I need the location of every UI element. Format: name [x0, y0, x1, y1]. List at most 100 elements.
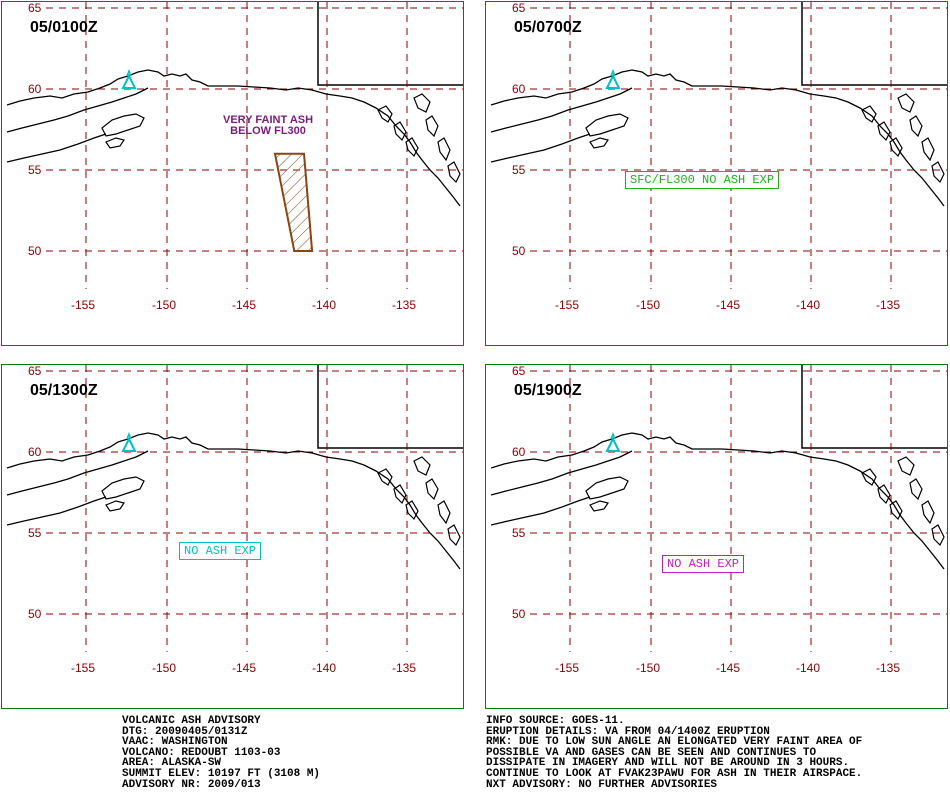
coastline	[490, 496, 591, 526]
longitude-label: -135	[392, 298, 416, 312]
advisory-line: INFO SOURCE: GOES-11.	[486, 715, 625, 727]
longitude-label: -145	[716, 661, 740, 675]
latitude-label: 60	[512, 82, 526, 96]
latitude-label: 55	[512, 526, 526, 540]
longitude-label: -140	[796, 661, 820, 675]
latitude-label: 50	[28, 607, 42, 621]
longitude-label: -150	[152, 298, 176, 312]
latitude-label: 55	[512, 163, 526, 177]
island	[437, 137, 451, 162]
island	[921, 500, 935, 525]
advisory-line: POSSIBLE VA AND GASES CAN BE SEEN AND CO…	[486, 746, 817, 759]
advisory-line: DTG: 20090405/0131Z	[122, 725, 248, 738]
coastline	[490, 432, 945, 570]
forecast-stamp: SFC/FL300 NO ASH EXP	[625, 171, 780, 189]
latitude-label: 55	[28, 526, 42, 540]
advisory-line: DISSIPATE IN IMAGERY AND WILL NOT BE ARO…	[486, 757, 850, 770]
latitude-label: 65	[28, 365, 42, 378]
island	[105, 500, 125, 512]
advisory-line: VOLCANO: REDOUBT 1103-03	[122, 746, 281, 759]
island	[425, 115, 439, 138]
longitude-label: -140	[796, 298, 820, 312]
advisory-line: RMK: DUE TO LOW SUN ANGLE AN ELONGATED V…	[486, 736, 863, 749]
island	[447, 161, 461, 184]
volcano-icon	[121, 431, 137, 452]
advisory-line: VAAC: WASHINGTON	[122, 736, 228, 749]
advisory-line: ERUPTION DETAILS: VA FROM 04/1400Z ERUPT…	[486, 725, 770, 738]
longitude-label: -155	[71, 661, 95, 675]
advisory-line: ADVISORY NR: 2009/013	[122, 778, 261, 791]
advisory-remarks-block: INFO SOURCE: GOES-11. ERUPTION DETAILS: …	[486, 716, 862, 790]
island	[447, 524, 461, 547]
island	[393, 121, 407, 142]
longitude-label: -140	[312, 661, 336, 675]
island	[861, 105, 877, 123]
island	[861, 468, 877, 486]
longitude-label: -155	[555, 661, 579, 675]
map-canvas: 65 60 55 50 -155 -150 -145 -140 -135	[6, 2, 463, 312]
coastline	[6, 496, 107, 526]
latitude-label: 50	[512, 244, 526, 258]
ash-note-line-2: BELOW FL300	[230, 125, 306, 137]
border-line	[317, 2, 463, 86]
coastline	[6, 69, 461, 207]
island	[377, 468, 393, 486]
longitude-label: -150	[636, 298, 660, 312]
latitude-label: 65	[512, 2, 526, 15]
border-line	[317, 365, 463, 449]
advisory-line: SUMMIT ELEV: 10197 FT (3108 M)	[122, 767, 321, 780]
coastline	[6, 133, 107, 163]
ash-cloud-polygon	[273, 152, 314, 252]
volcano-icon	[121, 68, 137, 89]
island	[405, 137, 419, 158]
coastline	[490, 87, 633, 133]
longitude-label: -135	[392, 661, 416, 675]
volcano-icon	[605, 68, 621, 89]
coastline	[6, 450, 149, 496]
advisory-line: VOLCANIC ASH ADVISORY	[122, 715, 261, 727]
island	[413, 93, 431, 113]
panel-time-label: 05/0700Z	[514, 19, 582, 36]
longitude-label: -135	[876, 298, 900, 312]
longitude-label: -145	[232, 661, 256, 675]
longitude-label: -145	[232, 298, 256, 312]
island	[921, 137, 935, 162]
latitude-label: 50	[28, 244, 42, 258]
island	[405, 500, 419, 521]
longitude-label: -135	[876, 661, 900, 675]
volcano-icon	[605, 431, 621, 452]
latitude-label: 60	[28, 82, 42, 96]
island	[897, 93, 915, 113]
island	[585, 476, 629, 500]
map-canvas: 65 60 55 50 -155 -150 -145 -140 -135	[6, 365, 463, 675]
island	[101, 476, 145, 500]
coastline	[490, 450, 633, 496]
island	[437, 500, 451, 525]
island	[909, 478, 923, 501]
map-canvas: 65 60 55 50 -155 -150 -145 -140 -135	[490, 365, 947, 675]
island	[101, 113, 145, 137]
advisory-line: NXT ADVISORY: NO FURTHER ADVISORIES	[486, 778, 718, 791]
map-panel-1300z: 65 60 55 50 -155 -150 -145 -140 -135 05/1300Z NO…	[1, 364, 464, 709]
island	[377, 105, 393, 123]
border-line	[801, 365, 947, 449]
island	[589, 137, 609, 149]
panel-time-label: 05/1300Z	[30, 382, 98, 399]
forecast-stamp: NO ASH EXP	[662, 555, 745, 573]
map-canvas: 65 60 55 50 -155 -150 -145 -140 -135	[490, 2, 947, 312]
latitude-label: 65	[28, 2, 42, 15]
ash-note-line-1: VERY FAINT ASH	[223, 114, 314, 126]
island	[877, 121, 891, 142]
advisory-header-block: VOLCANIC ASH ADVISORY DTG: 20090405/0131…	[122, 716, 320, 790]
island	[413, 456, 431, 476]
longitude-label: -155	[71, 298, 95, 312]
longitude-label: -150	[636, 661, 660, 675]
longitude-label: -145	[716, 298, 740, 312]
island	[589, 500, 609, 512]
map-panel-0100z: 65 60 55 50 -155 -150 -145 -140 -135 05/0100Z VE…	[1, 1, 464, 346]
latitude-label: 50	[512, 607, 526, 621]
forecast-stamp: NO ASH EXP	[179, 542, 262, 560]
latitude-label: 60	[512, 445, 526, 459]
longitude-label: -140	[312, 298, 336, 312]
advisory-line: CONTINUE TO LOOK AT FVAK23PAWU FOR ASH I…	[486, 767, 863, 780]
